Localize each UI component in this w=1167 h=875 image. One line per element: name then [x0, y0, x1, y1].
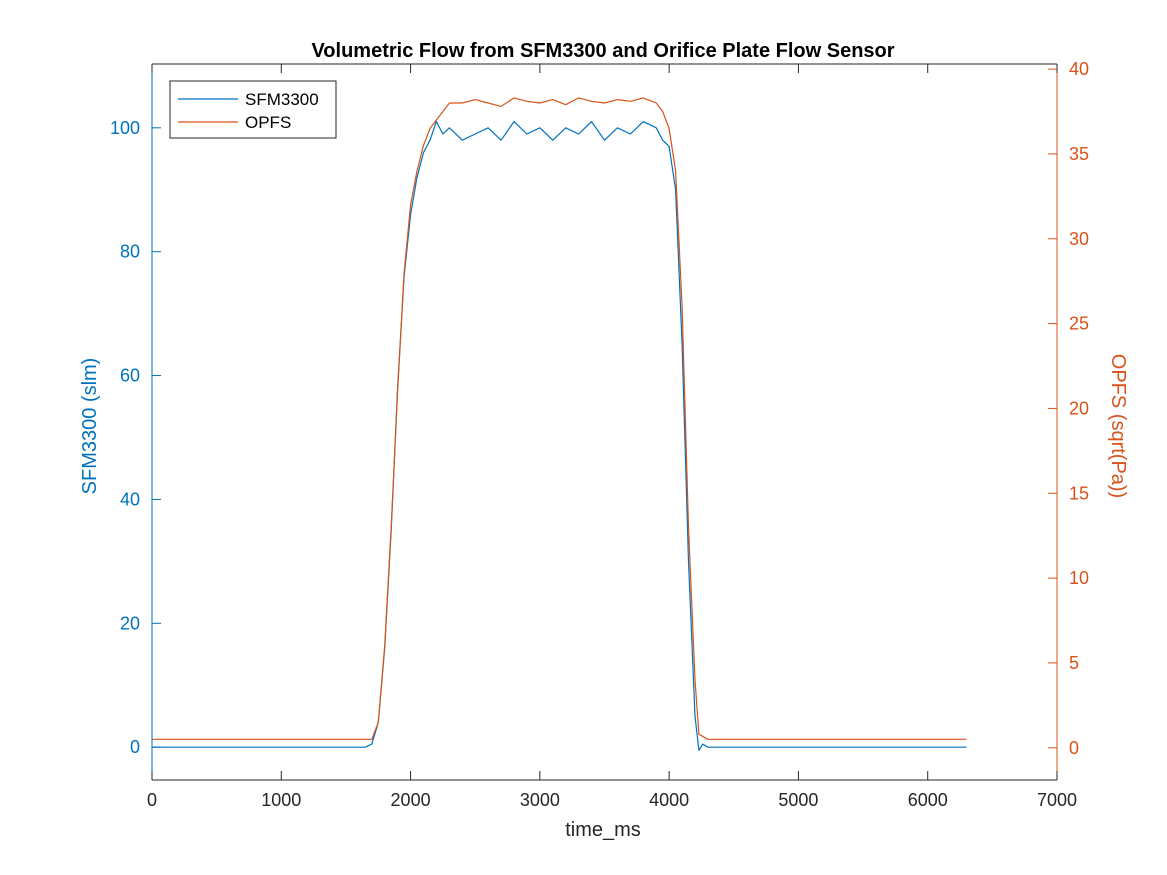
axes: 0 1000 2000 3000 4000 5000 6000 700002040608010… — [110, 59, 1089, 810]
y-left-tick-label: 20 — [120, 613, 140, 633]
y-left-tick-label: 80 — [120, 242, 140, 262]
series-line-opfs — [152, 97, 967, 740]
y-left-tick-label: 0 — [130, 737, 140, 757]
x-tick-label: 2000 — [391, 790, 431, 810]
y-right-tick-label: 35 — [1069, 144, 1089, 164]
y-left-tick-label: 100 — [110, 118, 140, 138]
x-tick-label: 7000 — [1037, 790, 1077, 810]
y-left-tick-label: 40 — [120, 489, 140, 509]
y-right-tick-label: 25 — [1069, 314, 1089, 334]
y-left-axis-title: SFM3300 (slm) — [79, 358, 101, 495]
y-right-tick-label: 0 — [1069, 738, 1079, 758]
legend-label-sfm3300: SFM3300 — [245, 90, 319, 109]
y-right-tick-label: 20 — [1069, 398, 1089, 418]
y-left-tick-label: 60 — [120, 366, 140, 386]
legend: SFM3300 OPFS — [169, 80, 337, 139]
y-right-tick-label: 5 — [1069, 653, 1079, 673]
x-tick-label: 6000 — [908, 790, 948, 810]
x-tick-label: 1000 — [261, 790, 301, 810]
plot-area — [152, 97, 967, 751]
chart-title: Volumetric Flow from SFM3300 and Orifice… — [311, 40, 894, 62]
x-tick-label: 4000 — [649, 790, 689, 810]
x-tick-label: 5000 — [778, 790, 818, 810]
x-tick-label: 3000 — [520, 790, 560, 810]
y-right-tick-label: 10 — [1069, 568, 1089, 588]
y-right-tick-label: 40 — [1069, 59, 1089, 79]
legend-label-opfs: OPFS — [245, 113, 291, 132]
legend-box — [169, 80, 337, 139]
y-right-axis-title: OPFS (sqrt(Pa)) — [1107, 354, 1129, 498]
y-right-tick-label: 30 — [1069, 229, 1089, 249]
x-axis-title: time_ms — [565, 819, 641, 841]
x-tick-label: 0 — [147, 790, 157, 810]
y-right-tick-label: 15 — [1069, 483, 1089, 503]
